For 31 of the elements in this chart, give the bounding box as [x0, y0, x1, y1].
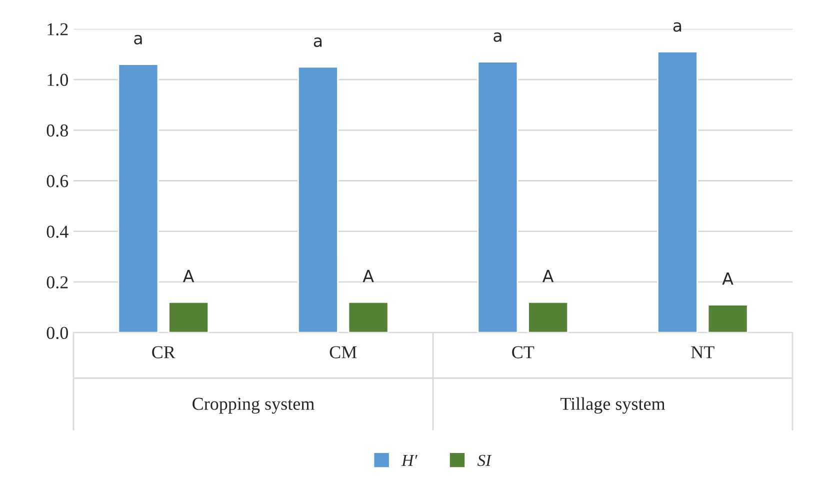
bar	[298, 66, 338, 333]
y-tick-label: 0.4	[46, 226, 68, 238]
x-tick-label: CR	[152, 346, 176, 358]
annotation: A	[362, 270, 374, 282]
x-tick-label: CT	[512, 346, 534, 358]
bar	[528, 302, 569, 333]
bar	[348, 302, 389, 333]
bar	[168, 302, 210, 333]
x-tick-label: NT	[691, 346, 714, 358]
annotation: a	[673, 22, 682, 32]
annotation: A	[182, 270, 194, 282]
annotation: A	[542, 270, 554, 282]
x-tick-label: CM	[330, 346, 357, 358]
legend-label: H′	[401, 454, 418, 466]
y-tick-label: 0.6	[46, 175, 68, 188]
y-tick-label: 0.2	[46, 276, 68, 288]
text: Cropping system	[192, 398, 314, 414]
bar	[477, 61, 518, 333]
text: Tillage system	[560, 397, 666, 414]
legend-label: SI	[477, 454, 492, 466]
y-tick-label: 0.8	[46, 124, 68, 137]
y-tick-label: 1.2	[48, 23, 68, 36]
y-tick-label: 0.0	[46, 326, 68, 340]
bar	[707, 304, 748, 333]
annotation: a	[494, 32, 502, 42]
bar	[656, 51, 698, 333]
bar	[118, 64, 159, 333]
y-tick-label: 1.0	[48, 74, 68, 86]
annotation: A	[722, 272, 734, 285]
annotation: a	[134, 34, 142, 44]
annotation: a	[314, 37, 322, 47]
